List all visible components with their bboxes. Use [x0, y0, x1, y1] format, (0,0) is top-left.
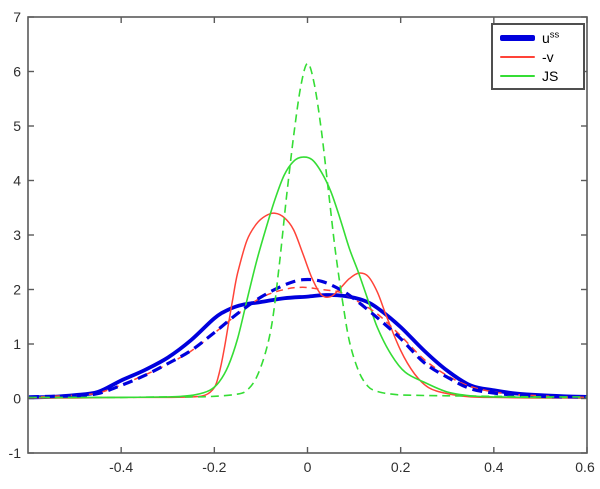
series-v_solid — [28, 212, 587, 399]
series-js_solid — [28, 156, 588, 399]
series-group — [28, 62, 588, 400]
y-tick-label: 1 — [13, 336, 21, 352]
series-u_ss_dashed — [28, 277, 588, 399]
legend-line-u-ss-icon — [500, 34, 535, 41]
y-tick-label: 3 — [13, 227, 21, 243]
y-tick-label: 5 — [13, 118, 21, 134]
legend: uss -v JS — [491, 23, 585, 90]
legend-item-u-ss: uss — [500, 28, 578, 47]
x-tick-label: 0.2 — [391, 459, 411, 475]
legend-label-neg-v: -v — [542, 48, 554, 65]
legend-line-neg-v-icon — [500, 55, 535, 58]
x-tick-label: 0.6 — [575, 459, 595, 475]
legend-item-neg-v: -v — [500, 47, 578, 66]
y-tick-label: 7 — [13, 9, 21, 25]
axes-group: -0.4 -0.2 0 0.2 0.4 0.6 -1 0 1 2 3 4 5 6 7 — [9, 9, 595, 475]
legend-label-u-ss: uss — [542, 28, 560, 46]
y-tick-label: -1 — [9, 445, 22, 461]
legend-item-js: JS — [500, 66, 578, 85]
series-u_ss_solid — [28, 293, 588, 400]
y-tick-label: 4 — [13, 173, 21, 189]
x-tick-label: -0.4 — [109, 459, 133, 475]
y-tick-label: 2 — [13, 282, 21, 298]
legend-line-js-icon — [500, 74, 535, 77]
series-js_dashed — [28, 62, 588, 399]
series-v_dashed — [28, 286, 588, 399]
x-tick-label: 0.4 — [484, 459, 504, 475]
x-tick-label: 0 — [304, 459, 312, 475]
x-tick-label: -0.2 — [202, 459, 226, 475]
y-tick-label: 0 — [13, 391, 21, 407]
y-tick-label: 6 — [13, 64, 21, 80]
legend-label-js: JS — [542, 67, 559, 84]
